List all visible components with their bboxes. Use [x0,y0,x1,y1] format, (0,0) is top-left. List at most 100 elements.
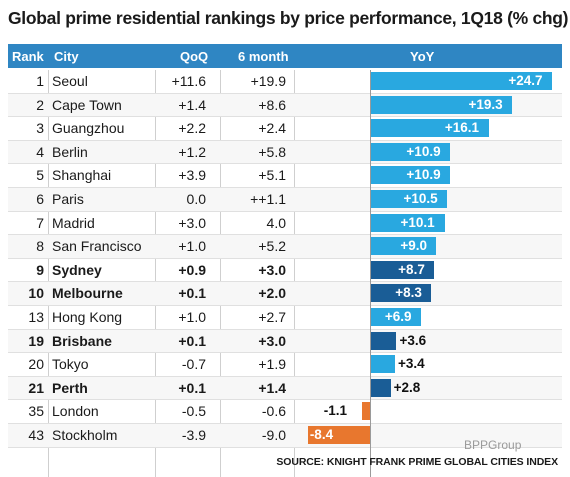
yoy-bar [369,237,437,256]
table-row: 5 Shanghai +3.9 +5.1 +10.9 [8,164,562,188]
city-cell: Paris [52,190,84,207]
table-row: 9 Sydney +0.9 +3.0 +8.7 [8,259,562,283]
six-month-cell: +2.7 [258,308,286,325]
qoq-cell: -0.7 [181,356,206,373]
six-month-cell: +5.1 [258,167,286,184]
six-month-cell: +5.2 [258,238,286,255]
rank-cell: 2 [36,96,44,113]
table-row: 43 Stockholm -3.9 -9.0 -8.4 [8,423,562,448]
yoy-bar [361,402,370,421]
city-cell: Guangzhou [52,120,125,137]
divider-six-month [294,70,295,477]
table-row: 3 Guangzhou +2.2 +2.4 +16.1 [8,117,562,141]
table-row: 20 Tokyo -0.7 +1.9 +3.4 [8,353,562,377]
yoy-bar-area: +10.9 [296,141,562,164]
yoy-bar [369,331,397,350]
city-cell: Sydney [52,261,102,278]
yoy-bar [369,72,553,90]
yoy-bar-area: +10.1 [296,212,562,235]
qoq-cell: -0.5 [181,403,206,420]
rank-cell: 9 [36,261,44,278]
qoq-cell: +3.0 [178,214,206,231]
yoy-data-label: +8.3 [395,285,422,301]
city-cell: Hong Kong [52,308,123,325]
rank-cell: 21 [28,379,44,396]
rank-cell: 5 [36,167,44,184]
table-row: 19 Brisbane +0.1 +3.0 +3.6 [8,329,562,354]
six-month-cell: +8.6 [258,96,286,113]
qoq-cell: +1.0 [178,308,206,325]
yoy-bar-area: +16.1 [296,117,562,140]
rank-cell: 6 [36,190,44,207]
chart-title: Global prime residential rankings by pri… [8,8,569,28]
yoy-data-label: +8.7 [398,261,425,277]
yoy-bar [369,142,451,161]
yoy-bar-area: +10.5 [296,188,562,211]
yoy-bar [369,213,445,232]
yoy-data-label: +3.4 [398,356,425,372]
qoq-cell: +1.4 [178,96,206,113]
yoy-data-label: +10.9 [406,143,441,159]
qoq-cell: +2.2 [178,120,206,137]
rank-cell: 8 [36,238,44,255]
rank-cell: 43 [28,426,44,443]
city-cell: Berlin [52,143,88,160]
yoy-bar-area: -1.1 [296,400,562,423]
table-row: 4 Berlin +1.2 +5.8 +10.9 [8,140,562,165]
city-cell: London [52,403,99,420]
city-cell: Madrid [52,214,95,231]
yoy-data-label: +24.7 [508,73,543,88]
six-month-cell: -0.6 [261,403,286,420]
yoy-data-label: +19.3 [468,96,503,112]
yoy-bar-area: +2.8 [296,377,562,400]
yoy-data-label: +10.1 [400,214,435,230]
table-row: 8 San Francisco +1.0 +5.2 +9.0 [8,235,562,259]
city-cell: Stockholm [52,426,118,443]
rank-cell: 13 [28,308,44,325]
divider-rank [48,70,49,477]
yoy-data-label: +3.6 [399,332,427,348]
yoy-bar-area: +9.0 [296,235,562,258]
yoy-zero-axis [369,70,371,477]
yoy-bar [369,119,489,138]
qoq-cell: +1.2 [178,143,206,160]
header-six-month: 6 month [238,49,289,64]
rank-cell: 10 [28,285,44,302]
table-row: 7 Madrid +3.0 4.0 +10.1 [8,212,562,236]
watermark: BPPGroup [464,438,522,452]
yoy-bar [369,355,395,374]
yoy-bar-area: +6.9 [296,306,562,329]
yoy-data-label: +2.8 [393,379,421,395]
city-cell: Shanghai [52,167,112,184]
rank-cell: 7 [36,214,44,231]
yoy-data-label: +10.9 [406,167,441,183]
six-month-cell: +19.9 [250,73,286,89]
yoy-data-label: +6.9 [384,308,412,324]
yoy-bar-area: +3.6 [296,330,562,353]
yoy-data-label: +10.5 [403,190,438,206]
yoy-bar [369,166,451,185]
yoy-bar [369,95,513,114]
qoq-cell: 0.0 [186,190,206,207]
six-month-cell: ++1.1 [250,190,286,207]
table-row: 1 Seoul +11.6 +19.9 +24.7 [8,70,562,94]
qoq-cell: +1.0 [178,238,206,255]
city-cell: Brisbane [52,332,112,349]
table-row: 21 Perth +0.1 +1.4 +2.8 [8,376,562,401]
yoy-bar-area: +19.3 [296,94,562,117]
table-row: 13 Hong Kong +1.0 +2.7 +6.9 [8,306,562,330]
six-month-cell: +5.8 [258,143,286,160]
city-cell: Melbourne [52,285,123,302]
qoq-cell: +0.1 [178,332,206,349]
yoy-bar [369,284,432,303]
table-row: 35 London -0.5 -0.6 -1.1 [8,400,562,424]
city-cell: Seoul [52,73,88,89]
table-header: Rank City QoQ 6 month YoY [8,44,562,68]
yoy-bar-area: +24.7 [296,70,562,93]
divider-city [155,70,156,477]
qoq-cell: +11.6 [171,73,206,89]
yoy-bar-area: -8.4 [296,424,562,447]
qoq-cell: +0.1 [178,379,206,396]
six-month-cell: +2.4 [258,120,286,137]
rank-cell: 3 [36,120,44,137]
